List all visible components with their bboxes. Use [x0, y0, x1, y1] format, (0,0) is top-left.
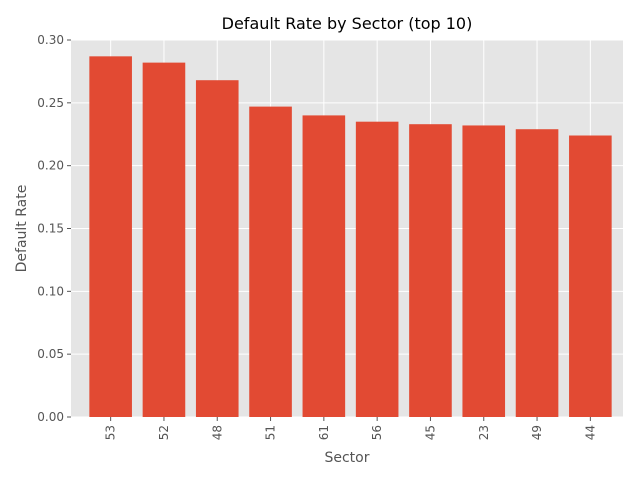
y-axis-ticks: 0.00 0.05 0.10 0.15 0.20 0.25 0.30: [37, 33, 71, 424]
chart-title: Default Rate by Sector (top 10): [222, 14, 473, 33]
bar-sector-44: [569, 135, 612, 418]
y-tick-label: 0.05: [37, 347, 64, 361]
x-tick-label: 52: [157, 425, 171, 440]
y-axis-label: Default Rate: [14, 185, 30, 273]
x-tick-label: 44: [583, 425, 597, 440]
bars: [89, 56, 612, 418]
x-axis-ticks: 53 52 48 51 61 56 45 23 49 44: [104, 417, 597, 440]
x-tick-label: 48: [210, 425, 224, 440]
bar-sector-52: [142, 62, 186, 418]
bar-sector-49: [515, 129, 559, 417]
bar-sector-45: [409, 124, 452, 418]
x-tick-label: 23: [477, 425, 491, 440]
y-tick-label: 0.00: [37, 410, 64, 424]
y-tick-label: 0.10: [37, 284, 64, 298]
bar-sector-48: [195, 80, 239, 418]
y-tick-label: 0.20: [37, 159, 64, 173]
bar-sector-23: [462, 125, 506, 417]
y-tick-label: 0.30: [37, 33, 64, 47]
bar-sector-61: [302, 115, 346, 418]
bar-sector-53: [89, 56, 132, 417]
x-tick-label: 49: [530, 425, 544, 440]
x-tick-label: 56: [370, 425, 384, 440]
x-axis-label: Sector: [324, 450, 369, 466]
x-tick-label: 51: [264, 425, 278, 440]
bar-sector-56: [355, 121, 399, 417]
y-tick-label: 0.15: [37, 222, 64, 236]
x-tick-label: 45: [423, 425, 437, 440]
y-tick-label: 0.25: [37, 96, 64, 110]
x-tick-label: 53: [104, 425, 118, 440]
x-tick-label: 61: [317, 425, 331, 440]
bar-sector-51: [249, 106, 292, 417]
